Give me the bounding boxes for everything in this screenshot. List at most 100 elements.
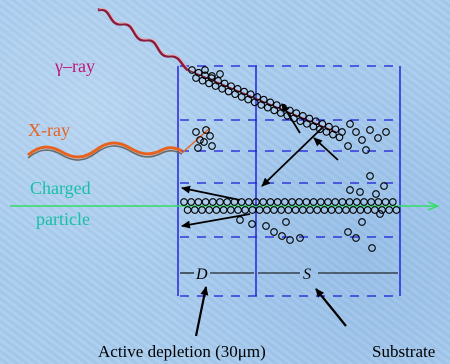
carrier-track [208, 198, 217, 206]
carrier-xray [202, 126, 210, 134]
carrier-gamma [240, 87, 249, 96]
carrier-xray [196, 136, 204, 144]
carrier-scatter [352, 234, 360, 242]
carrier-track [324, 198, 332, 206]
carrier-track [356, 206, 365, 214]
carrier-track [313, 206, 322, 214]
carrier-track [244, 198, 253, 206]
carrier-scatter [262, 222, 270, 230]
gamma-ray-wave [97, 8, 190, 72]
carrier-gamma [331, 125, 340, 134]
carrier-gamma [194, 68, 203, 77]
drift-arrow-left-upper [181, 185, 241, 201]
carrier-gamma-scatter [346, 120, 354, 128]
carrier-xray [208, 142, 216, 150]
substrate-symbol: S [303, 266, 311, 283]
carrier-track [388, 198, 397, 206]
carrier-scatter [282, 218, 290, 226]
carrier-gamma-scatter [216, 70, 224, 78]
active-depletion-pointer [194, 286, 209, 337]
carrier-scatter [356, 188, 364, 196]
carrier-scatter [236, 216, 244, 224]
carrier-gamma-scatter [344, 142, 352, 150]
carrier-track [201, 198, 210, 206]
carrier-track [345, 198, 354, 206]
carrier-scatter [248, 220, 256, 228]
carrier-track [374, 198, 383, 206]
carrier-track [385, 206, 394, 214]
carrier-track [226, 206, 235, 214]
carrier-track [234, 206, 242, 214]
carrier-track [183, 206, 192, 214]
carrier-track [360, 198, 368, 206]
carrier-track [270, 206, 278, 214]
carrier-track [198, 206, 206, 214]
carrier-track [349, 206, 358, 214]
x-ray-wave [27, 141, 183, 161]
carrier-track [352, 198, 361, 206]
carrier-track [237, 198, 246, 206]
carrier-track [259, 198, 268, 206]
carrier-gamma [305, 114, 314, 123]
carrier-gamma [246, 90, 255, 99]
carrier-track [180, 198, 188, 206]
carrier-xray [200, 138, 208, 146]
carrier-track [252, 198, 260, 206]
carrier-gamma-scatter [366, 126, 374, 134]
carrier-gamma [299, 111, 307, 120]
carrier-track [248, 206, 257, 214]
carrier-track [262, 206, 271, 214]
drift-arrows [181, 103, 339, 229]
carrier-gamma [220, 79, 229, 88]
charged-particle-label-line1: Charged [30, 178, 91, 198]
carrier-gamma-scatter [352, 128, 360, 136]
carrier-track [367, 198, 376, 206]
carrier-gamma [338, 128, 346, 136]
carrier-track [212, 206, 221, 214]
x-ray-label: X-ray [28, 120, 70, 140]
gamma-ray-label: γ–ray [54, 56, 95, 76]
carrier-track [205, 206, 214, 214]
carrier-track [370, 206, 379, 214]
carrier-track [295, 198, 304, 206]
carrier-scatter [344, 228, 352, 236]
substrate-pointer [315, 288, 347, 327]
carrier-track [194, 198, 203, 206]
carrier-gamma [312, 117, 320, 126]
carrier-track [378, 206, 386, 214]
carrier-scatter [286, 236, 294, 244]
carrier-gamma [266, 98, 275, 107]
carrier-track [219, 206, 228, 214]
caption-pointers [194, 286, 347, 337]
carrier-track [306, 206, 314, 214]
carrier-gamma [188, 66, 196, 74]
drift-arrow-up-left [313, 137, 339, 161]
carrier-track [284, 206, 293, 214]
charge-carriers [180, 66, 401, 252]
charged-particle-label-line2: particle [36, 209, 90, 229]
carrier-track [241, 206, 250, 214]
substrate-caption: Substrate [372, 342, 435, 361]
carrier-track [280, 198, 289, 206]
carrier-track [255, 206, 264, 214]
carrier-track [320, 206, 329, 214]
carrier-track [216, 198, 224, 206]
carrier-track [187, 198, 196, 206]
carrier-track [334, 206, 343, 214]
carrier-gamma [214, 76, 222, 85]
carrier-track [381, 198, 390, 206]
carrier-track [342, 206, 350, 214]
carrier-scatter [296, 234, 304, 242]
drift-arrow-down-left-upper [261, 127, 323, 187]
carrier-scatter [358, 218, 366, 226]
carrier-gamma [253, 93, 262, 101]
carrier-xray [192, 128, 200, 136]
carrier-track [363, 206, 372, 214]
carrier-track [331, 198, 340, 206]
carrier-gamma-scatter [362, 146, 370, 154]
drift-arrow-left-lower [181, 213, 251, 229]
carrier-track [266, 198, 275, 206]
carrier-scatter [270, 228, 278, 236]
carrier-track [327, 206, 336, 214]
